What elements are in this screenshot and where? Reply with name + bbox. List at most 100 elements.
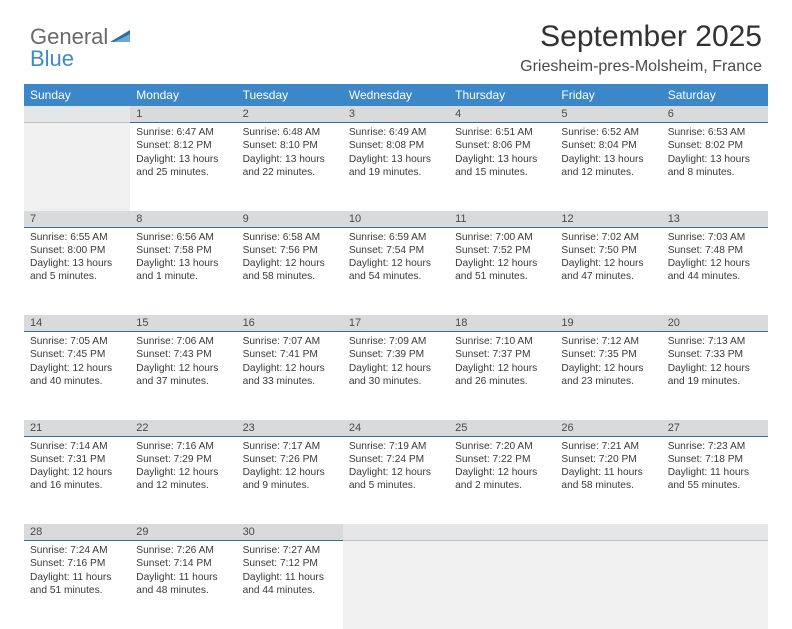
day-number-cell	[555, 524, 661, 541]
day-number-cell: 15	[130, 315, 236, 332]
day-number-cell: 17	[343, 315, 449, 332]
day-number-row: 282930	[24, 524, 768, 541]
sunrise-text: Sunrise: 7:23 AM	[668, 440, 762, 453]
sunset-text: Sunset: 7:56 PM	[243, 244, 337, 257]
sunrise-text: Sunrise: 7:02 AM	[561, 231, 655, 244]
daylight-text: Daylight: 12 hours and 47 minutes.	[561, 257, 655, 284]
day-content-cell: Sunrise: 7:02 AMSunset: 7:50 PMDaylight:…	[555, 227, 661, 315]
sunset-text: Sunset: 8:02 PM	[668, 139, 762, 152]
day-content-cell	[343, 541, 449, 629]
day-content-cell: Sunrise: 7:13 AMSunset: 7:33 PMDaylight:…	[662, 332, 768, 420]
day-number-cell: 21	[24, 420, 130, 437]
day-number-cell: 14	[24, 315, 130, 332]
day-content-cell: Sunrise: 7:12 AMSunset: 7:35 PMDaylight:…	[555, 332, 661, 420]
sunset-text: Sunset: 7:37 PM	[455, 348, 549, 361]
sunrise-text: Sunrise: 7:14 AM	[30, 440, 124, 453]
day-content-cell: Sunrise: 7:09 AMSunset: 7:39 PMDaylight:…	[343, 332, 449, 420]
daylight-text: Daylight: 11 hours and 44 minutes.	[243, 571, 337, 598]
daylight-text: Daylight: 11 hours and 51 minutes.	[30, 571, 124, 598]
sunset-text: Sunset: 7:39 PM	[349, 348, 443, 361]
day-content-cell: Sunrise: 7:03 AMSunset: 7:48 PMDaylight:…	[662, 227, 768, 315]
brand-part2: Blue	[30, 46, 74, 71]
day-number-row: 78910111213	[24, 211, 768, 228]
month-title: September 2025	[520, 20, 762, 54]
sunset-text: Sunset: 7:26 PM	[243, 453, 337, 466]
day-content-cell: Sunrise: 7:26 AMSunset: 7:14 PMDaylight:…	[130, 541, 236, 629]
day-content-cell: Sunrise: 7:07 AMSunset: 7:41 PMDaylight:…	[237, 332, 343, 420]
day-content-cell: Sunrise: 7:16 AMSunset: 7:29 PMDaylight:…	[130, 436, 236, 524]
sunset-text: Sunset: 7:48 PM	[668, 244, 762, 257]
daylight-text: Daylight: 12 hours and 9 minutes.	[243, 466, 337, 493]
day-number-cell: 4	[449, 106, 555, 123]
sunrise-text: Sunrise: 7:05 AM	[30, 335, 124, 348]
sunset-text: Sunset: 7:20 PM	[561, 453, 655, 466]
day-number-cell: 13	[662, 211, 768, 228]
day-content-cell: Sunrise: 6:55 AMSunset: 8:00 PMDaylight:…	[24, 227, 130, 315]
day-number-cell: 24	[343, 420, 449, 437]
sunrise-text: Sunrise: 7:06 AM	[136, 335, 230, 348]
day-number-cell: 25	[449, 420, 555, 437]
brand-triangle-icon	[110, 26, 132, 48]
sunrise-text: Sunrise: 7:13 AM	[668, 335, 762, 348]
sunset-text: Sunset: 7:50 PM	[561, 244, 655, 257]
day-number-row: 21222324252627	[24, 420, 768, 437]
day-number-cell: 16	[237, 315, 343, 332]
sunrise-text: Sunrise: 6:59 AM	[349, 231, 443, 244]
daylight-text: Daylight: 13 hours and 1 minute.	[136, 257, 230, 284]
day-number-cell: 7	[24, 211, 130, 228]
sunset-text: Sunset: 7:18 PM	[668, 453, 762, 466]
sunset-text: Sunset: 7:35 PM	[561, 348, 655, 361]
daylight-text: Daylight: 12 hours and 33 minutes.	[243, 362, 337, 389]
day-content-cell: Sunrise: 6:59 AMSunset: 7:54 PMDaylight:…	[343, 227, 449, 315]
sunset-text: Sunset: 8:00 PM	[30, 244, 124, 257]
sunset-text: Sunset: 8:06 PM	[455, 139, 549, 152]
day-header: Sunday	[24, 84, 130, 106]
sunrise-text: Sunrise: 6:58 AM	[243, 231, 337, 244]
sunrise-text: Sunrise: 6:49 AM	[349, 126, 443, 139]
day-number-cell: 19	[555, 315, 661, 332]
daylight-text: Daylight: 12 hours and 40 minutes.	[30, 362, 124, 389]
daylight-text: Daylight: 12 hours and 44 minutes.	[668, 257, 762, 284]
sunrise-text: Sunrise: 7:24 AM	[30, 544, 124, 557]
calendar-table: SundayMondayTuesdayWednesdayThursdayFrid…	[24, 84, 768, 629]
sunrise-text: Sunrise: 7:12 AM	[561, 335, 655, 348]
daylight-text: Daylight: 12 hours and 58 minutes.	[243, 257, 337, 284]
day-number-cell: 1	[130, 106, 236, 123]
day-number-cell: 18	[449, 315, 555, 332]
daylight-text: Daylight: 12 hours and 12 minutes.	[136, 466, 230, 493]
day-content-cell: Sunrise: 7:23 AMSunset: 7:18 PMDaylight:…	[662, 436, 768, 524]
day-content-cell	[449, 541, 555, 629]
sunset-text: Sunset: 7:41 PM	[243, 348, 337, 361]
daylight-text: Daylight: 13 hours and 8 minutes.	[668, 153, 762, 180]
brand-logo: General Blue	[30, 26, 132, 70]
day-number-cell: 6	[662, 106, 768, 123]
sunrise-text: Sunrise: 6:53 AM	[668, 126, 762, 139]
sunset-text: Sunset: 7:52 PM	[455, 244, 549, 257]
day-content-cell: Sunrise: 6:58 AMSunset: 7:56 PMDaylight:…	[237, 227, 343, 315]
day-number-cell: 12	[555, 211, 661, 228]
daylight-text: Daylight: 12 hours and 2 minutes.	[455, 466, 549, 493]
sunrise-text: Sunrise: 7:19 AM	[349, 440, 443, 453]
day-number-cell: 22	[130, 420, 236, 437]
sunrise-text: Sunrise: 7:17 AM	[243, 440, 337, 453]
daylight-text: Daylight: 12 hours and 51 minutes.	[455, 257, 549, 284]
day-header: Friday	[555, 84, 661, 106]
sunrise-text: Sunrise: 7:26 AM	[136, 544, 230, 557]
daylight-text: Daylight: 12 hours and 26 minutes.	[455, 362, 549, 389]
sunrise-text: Sunrise: 7:10 AM	[455, 335, 549, 348]
sunrise-text: Sunrise: 6:56 AM	[136, 231, 230, 244]
day-number-cell: 10	[343, 211, 449, 228]
day-header: Saturday	[662, 84, 768, 106]
sunrise-text: Sunrise: 6:48 AM	[243, 126, 337, 139]
daylight-text: Daylight: 12 hours and 16 minutes.	[30, 466, 124, 493]
day-header: Monday	[130, 84, 236, 106]
day-content-cell: Sunrise: 7:06 AMSunset: 7:43 PMDaylight:…	[130, 332, 236, 420]
calendar-header: SundayMondayTuesdayWednesdayThursdayFrid…	[24, 84, 768, 106]
sunrise-text: Sunrise: 6:51 AM	[455, 126, 549, 139]
day-number-cell	[662, 524, 768, 541]
day-number-row: 123456	[24, 106, 768, 123]
day-content-cell: Sunrise: 6:48 AMSunset: 8:10 PMDaylight:…	[237, 123, 343, 211]
daylight-text: Daylight: 12 hours and 37 minutes.	[136, 362, 230, 389]
day-number-cell: 23	[237, 420, 343, 437]
day-content-row: Sunrise: 7:14 AMSunset: 7:31 PMDaylight:…	[24, 436, 768, 524]
